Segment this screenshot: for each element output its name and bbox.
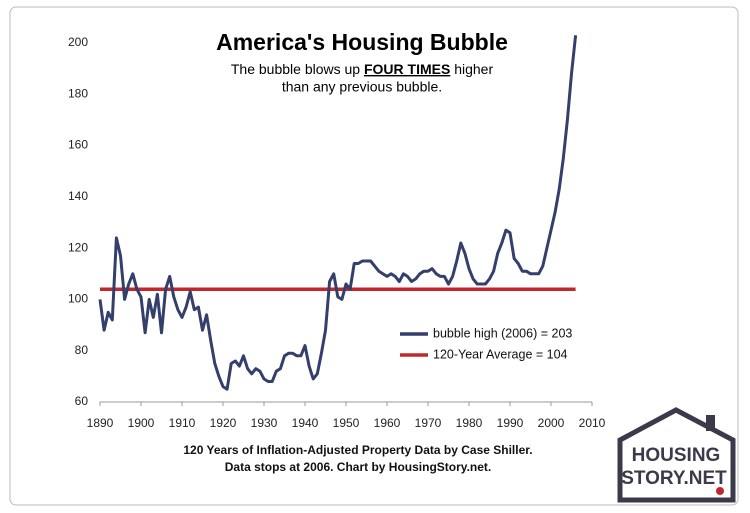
x-tick-label: 1950 [333, 416, 360, 430]
x-tick-label: 1940 [292, 416, 319, 430]
logo-text: STORY.NET [621, 468, 727, 489]
y-tick-label: 80 [75, 343, 89, 357]
logo-dot [716, 487, 724, 495]
subtitle-text: The bubble blows up [231, 61, 364, 77]
x-tick-label: 1930 [251, 416, 278, 430]
x-tick-label: 2010 [579, 416, 606, 430]
x-tick-label: 1970 [415, 416, 442, 430]
subtitle: than any previous bubble. [282, 79, 442, 95]
logo-chimney [706, 415, 715, 431]
subtitle-emphasis: FOUR TIMES [364, 61, 450, 77]
y-tick-label: 120 [68, 240, 88, 254]
footnote: 120 Years of Inflation-Adjusted Property… [183, 443, 532, 457]
y-tick-label: 200 [68, 35, 88, 49]
x-tick-label: 1890 [87, 416, 114, 430]
x-tick-label: 1900 [128, 416, 155, 430]
x-tick-label: 1980 [456, 416, 483, 430]
logo-house [617, 407, 736, 503]
x-tick-label: 1910 [169, 416, 196, 430]
data-line [98, 35, 578, 391]
y-tick-label: 60 [75, 394, 89, 408]
y-tick-label: 140 [68, 189, 88, 203]
legend-label: 120-Year Average = 104 [433, 347, 568, 361]
chart-title: America's Housing Bubble [216, 29, 508, 55]
y-tick-label: 100 [68, 292, 88, 306]
legend-label: bubble high (2006) = 203 [433, 326, 572, 340]
x-tick-label: 1920 [210, 416, 237, 430]
y-tick-label: 180 [68, 86, 88, 100]
logo-text: HOUSING [632, 445, 721, 466]
x-tick-label: 1960 [374, 416, 401, 430]
x-tick-label: 2000 [538, 416, 565, 430]
chart-frame [9, 6, 739, 506]
footnote: Data stops at 2006. Chart by HousingStor… [225, 460, 492, 474]
x-tick-label: 1990 [497, 416, 524, 430]
logo: HOUSING STORY.NET [617, 407, 736, 503]
subtitle-text: higher [450, 61, 493, 77]
subtitle: The bubble blows up FOUR TIMES higher [231, 61, 494, 77]
y-tick-label: 160 [68, 138, 88, 152]
